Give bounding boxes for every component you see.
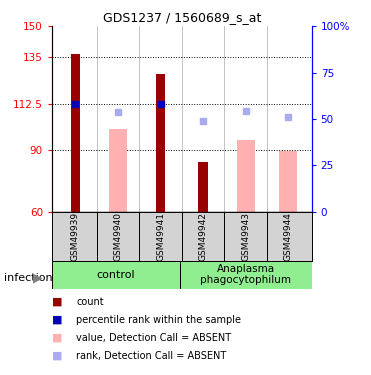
Text: control: control — [96, 270, 135, 280]
Text: Anaplasma
phagocytophilum: Anaplasma phagocytophilum — [200, 264, 291, 285]
Bar — [109, 129, 127, 212]
Text: GSM49939: GSM49939 — [71, 211, 80, 261]
Text: ■: ■ — [52, 297, 62, 307]
Text: percentile rank within the sample: percentile rank within the sample — [76, 315, 241, 325]
Text: GSM49941: GSM49941 — [156, 212, 165, 261]
Bar — [279, 151, 297, 212]
Text: count: count — [76, 297, 104, 307]
Text: GSM49943: GSM49943 — [241, 212, 250, 261]
Text: ■: ■ — [52, 333, 62, 343]
Text: infection: infection — [4, 273, 52, 283]
Text: value, Detection Call = ABSENT: value, Detection Call = ABSENT — [76, 333, 231, 343]
Bar — [70, 54, 80, 212]
Text: ▶: ▶ — [33, 272, 43, 285]
Text: GSM49942: GSM49942 — [198, 212, 208, 261]
Bar — [198, 162, 208, 212]
Bar — [156, 74, 165, 212]
Title: GDS1237 / 1560689_s_at: GDS1237 / 1560689_s_at — [103, 11, 261, 24]
Text: ■: ■ — [52, 351, 62, 361]
Text: rank, Detection Call = ABSENT: rank, Detection Call = ABSENT — [76, 351, 226, 361]
Bar — [237, 140, 255, 212]
Text: GSM49940: GSM49940 — [114, 212, 122, 261]
FancyBboxPatch shape — [180, 261, 312, 289]
Text: ■: ■ — [52, 315, 62, 325]
FancyBboxPatch shape — [52, 261, 180, 289]
Text: GSM49944: GSM49944 — [284, 212, 293, 261]
